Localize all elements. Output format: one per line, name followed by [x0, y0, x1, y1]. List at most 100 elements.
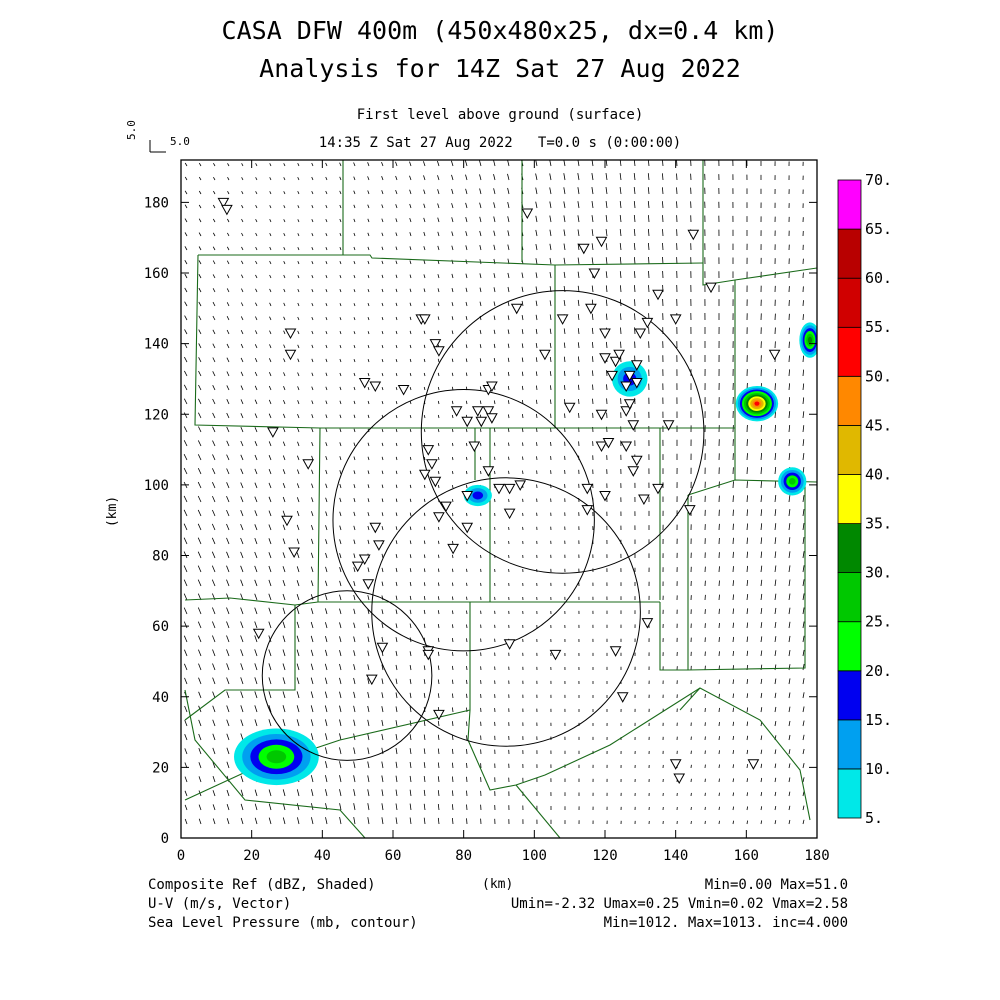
wind-vector: [746, 608, 749, 615]
wind-vector: [254, 649, 258, 657]
wind-vector: [452, 748, 454, 755]
county-line: [184, 605, 296, 721]
wind-vector: [620, 341, 622, 349]
wind-vector: [577, 271, 580, 279]
wind-vector: [198, 398, 202, 405]
wind-vector: [437, 217, 440, 223]
wind-vector: [423, 246, 426, 251]
wind-vector: [395, 484, 398, 489]
county-line: [198, 254, 704, 266]
wind-vector: [633, 187, 636, 195]
station-marker: [221, 204, 233, 216]
wind-vector: [198, 804, 202, 811]
wind-vector: [367, 204, 370, 209]
wind-vector: [283, 177, 286, 181]
wind-vector: [535, 215, 538, 223]
y-tick-label: 160: [144, 266, 169, 282]
wind-vector: [381, 692, 384, 699]
wind-vector: [760, 495, 763, 503]
wind-vector: [549, 187, 552, 195]
station-marker: [634, 328, 647, 340]
station-marker: [577, 243, 590, 255]
wind-vector: [437, 762, 440, 769]
wind-vector: [311, 386, 314, 391]
wind-vector: [409, 568, 412, 573]
wind-vector: [732, 721, 734, 727]
wind-vector: [409, 692, 412, 699]
wind-vector: [452, 596, 454, 601]
wind-vector: [409, 302, 412, 307]
wind-vector: [465, 188, 468, 195]
x-tick-label: 20: [243, 848, 260, 864]
wind-vector: [198, 663, 202, 671]
wind-vector: [479, 160, 482, 167]
wind-vector: [577, 243, 580, 251]
wind-vector: [591, 285, 594, 293]
wind-vector: [634, 285, 636, 293]
wind-vector: [296, 524, 300, 531]
wind-vector: [283, 163, 286, 167]
wind-vector: [788, 607, 791, 615]
wind-vector: [409, 189, 412, 195]
wind-vector: [353, 456, 356, 461]
wind-vector: [211, 551, 216, 559]
wind-vector: [367, 789, 370, 797]
wind-vector: [563, 243, 566, 251]
wind-vector: [297, 219, 300, 223]
wind-vector: [353, 386, 356, 391]
x-tick-label: 120: [592, 848, 617, 864]
wind-vector: [802, 777, 805, 783]
wind-vector: [268, 385, 272, 391]
wind-vector: [367, 414, 370, 419]
colorbar-tick-label: 45.: [865, 416, 892, 434]
wind-vector: [282, 663, 286, 671]
wind-vector: [591, 243, 594, 251]
wind-vector: [423, 189, 426, 195]
wind-vector: [255, 274, 258, 279]
wind-vector: [240, 316, 244, 321]
wind-vector: [620, 313, 622, 321]
wind-vector: [409, 484, 412, 489]
wind-vector: [254, 454, 258, 461]
station-marker: [687, 229, 700, 241]
wind-vector: [493, 230, 496, 237]
wind-vector: [183, 523, 188, 531]
wind-vector: [198, 176, 202, 181]
wind-vector: [802, 425, 805, 433]
station-marker: [602, 438, 615, 449]
wind-vector: [438, 457, 440, 461]
wind-vector: [254, 344, 258, 349]
wind-vector: [592, 398, 594, 405]
wind-vector: [437, 189, 440, 195]
wind-vector: [437, 651, 440, 657]
wind-vector: [395, 637, 398, 643]
station-marker: [461, 522, 474, 534]
wind-vector: [226, 677, 230, 685]
wind-vector: [212, 804, 216, 811]
station-marker: [630, 360, 643, 371]
wind-vector: [479, 301, 482, 307]
wind-vector: [183, 621, 188, 629]
wind-vector: [268, 455, 272, 461]
wind-vector: [395, 386, 398, 391]
wind-vector: [409, 803, 412, 811]
wind-vector: [269, 246, 272, 251]
wind-vector: [296, 705, 300, 713]
wind-vector: [381, 678, 384, 685]
wind-vector: [381, 456, 384, 461]
station-marker: [581, 483, 594, 495]
station-marker: [620, 381, 633, 393]
wind-vector: [802, 763, 805, 769]
wind-vector: [507, 230, 510, 237]
county-line: [659, 602, 688, 671]
wind-vector: [311, 330, 314, 335]
wind-vector: [802, 355, 804, 363]
wind-vector: [437, 748, 440, 755]
station-marker: [418, 314, 431, 325]
wind-vector: [254, 441, 258, 447]
wind-vector: [282, 510, 286, 517]
wind-vector: [619, 201, 622, 209]
wind-vector: [241, 205, 244, 209]
wind-vector: [197, 551, 202, 559]
wind-vector: [254, 551, 258, 559]
